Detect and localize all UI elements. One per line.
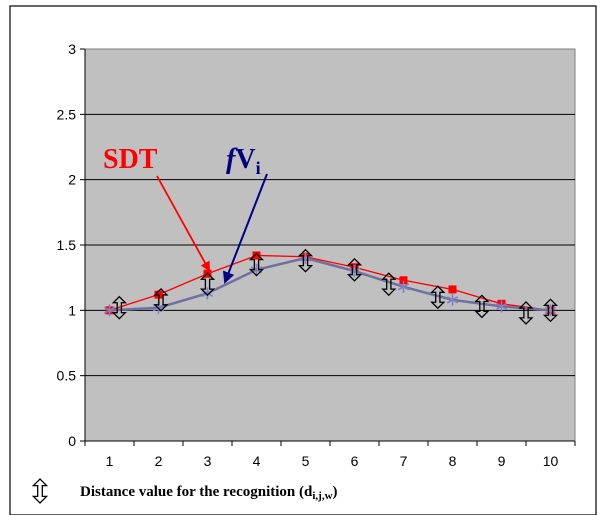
legend-text-main: Distance value for the recognition (d bbox=[80, 484, 313, 500]
sdt-annotation-arrow bbox=[156, 175, 210, 272]
x-tick-label: 5 bbox=[302, 453, 310, 469]
x-tick-label: 1 bbox=[106, 453, 114, 469]
fv-annotation-label: fVi bbox=[226, 144, 261, 178]
distance-point bbox=[381, 272, 397, 297]
legend-symbol-shape bbox=[31, 478, 49, 504]
x-tick-label: 2 bbox=[155, 453, 163, 469]
sdt-point bbox=[399, 276, 408, 285]
sdt-annotation-label: SDT bbox=[103, 144, 158, 175]
series-line-fVi bbox=[109, 256, 551, 312]
series-line-SDT bbox=[109, 254, 551, 311]
distance-point bbox=[518, 301, 534, 325]
x-tick-label: 4 bbox=[253, 453, 261, 469]
legend-diamond-arrow-icon bbox=[31, 478, 49, 504]
y-tick-label: 2 bbox=[68, 172, 76, 188]
distance-point bbox=[346, 257, 363, 282]
legend-label: Distance value for the recognition (di,j… bbox=[80, 484, 338, 502]
y-axis-ticks: 0 0.5 1 1.5 2 2.5 3 bbox=[57, 41, 86, 449]
fv-annotation-arrow bbox=[223, 173, 268, 284]
y-tick-label: 0.5 bbox=[57, 368, 77, 384]
sdt-point bbox=[252, 251, 261, 260]
fv-point bbox=[348, 265, 361, 278]
distance-point bbox=[297, 248, 314, 273]
distance-point bbox=[542, 298, 559, 323]
x-tick-label: 9 bbox=[498, 453, 506, 469]
distance-point bbox=[430, 285, 446, 310]
legend-text-sub: i,j,w bbox=[312, 490, 332, 502]
x-axis-ticks: 1 2 3 4 5 6 7 8 9 10 bbox=[84, 440, 576, 469]
distance-point bbox=[199, 272, 216, 297]
distance-point bbox=[153, 287, 169, 312]
distance-point bbox=[111, 295, 127, 320]
fv-point bbox=[397, 280, 410, 293]
y-tick-label: 1.5 bbox=[57, 237, 77, 253]
series-layer bbox=[103, 248, 559, 325]
fv-annotation-sub: i bbox=[256, 158, 261, 178]
fv-point bbox=[495, 300, 508, 313]
x-tick-label: 6 bbox=[351, 453, 359, 469]
y-tick-label: 1 bbox=[68, 302, 76, 318]
x-tick-label: 3 bbox=[204, 453, 212, 469]
x-tick-label: 8 bbox=[449, 453, 457, 469]
legend: Distance value for the recognition (di,j… bbox=[31, 478, 338, 504]
y-tick-label: 0 bbox=[68, 433, 76, 449]
fv-point bbox=[446, 293, 459, 306]
fv-annotation-italic: f bbox=[226, 144, 238, 175]
y-tick-label: 3 bbox=[68, 41, 76, 57]
gridlines bbox=[85, 113, 575, 377]
distance-point bbox=[248, 252, 265, 277]
legend-text-end: ) bbox=[333, 484, 338, 500]
sdt-point bbox=[448, 285, 457, 294]
x-tick-label: 7 bbox=[400, 453, 408, 469]
distance-point bbox=[474, 294, 490, 319]
y-tick-label: 2.5 bbox=[57, 106, 77, 122]
fv-annotation-main: V bbox=[235, 144, 255, 175]
x-tick-label: 10 bbox=[543, 453, 559, 469]
fv-point bbox=[544, 304, 557, 317]
